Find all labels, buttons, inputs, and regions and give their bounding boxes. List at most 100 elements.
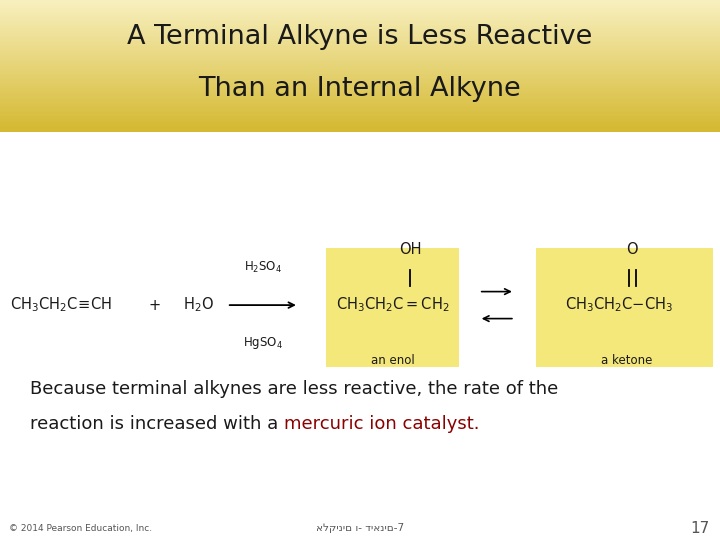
- Bar: [0, 8, 720, 10]
- Text: O: O: [626, 241, 638, 256]
- Bar: [0, 51, 720, 53]
- Bar: [0, 92, 720, 94]
- Bar: [0, 55, 720, 56]
- Bar: [0, 0, 720, 2]
- Text: Than an Internal Alkyne: Than an Internal Alkyne: [199, 76, 521, 102]
- Bar: [0, 101, 720, 103]
- Bar: [0, 87, 720, 89]
- Bar: [0, 111, 720, 112]
- Bar: [0, 116, 720, 117]
- Bar: [0, 76, 720, 78]
- Bar: [0, 124, 720, 126]
- Bar: [0, 53, 720, 55]
- Bar: [0, 38, 720, 40]
- Text: $\mathsf{H_2O}$: $\mathsf{H_2O}$: [183, 296, 213, 314]
- Bar: [0, 45, 720, 46]
- Bar: [0, 123, 720, 124]
- Text: a ketone: a ketone: [600, 354, 652, 367]
- Bar: [0, 129, 720, 131]
- Text: © 2014 Pearson Education, Inc.: © 2014 Pearson Education, Inc.: [9, 524, 152, 532]
- Bar: [0, 61, 720, 63]
- Bar: [0, 68, 720, 70]
- Bar: [0, 3, 720, 5]
- Bar: [0, 81, 720, 83]
- Bar: [0, 70, 720, 71]
- Bar: [0, 117, 720, 119]
- Bar: [0, 89, 720, 91]
- Bar: [326, 248, 459, 367]
- Bar: [0, 103, 720, 104]
- Bar: [0, 35, 720, 36]
- Text: Because terminal alkynes are less reactive, the rate of the: Because terminal alkynes are less reacti…: [30, 380, 559, 398]
- Bar: [0, 119, 720, 121]
- Bar: [0, 42, 720, 43]
- Bar: [0, 96, 720, 98]
- Bar: [0, 66, 720, 68]
- Bar: [0, 75, 720, 76]
- Text: $\mathsf{CH_3CH_2C{=}CH_2}$: $\mathsf{CH_3CH_2C{=}CH_2}$: [336, 296, 449, 314]
- Bar: [0, 106, 720, 107]
- Text: mercuric ion catalyst.: mercuric ion catalyst.: [284, 415, 480, 433]
- Text: $\mathsf{CH_3CH_2C{-}CH_3}$: $\mathsf{CH_3CH_2C{-}CH_3}$: [565, 296, 673, 314]
- Bar: [0, 11, 720, 13]
- Bar: [0, 48, 720, 50]
- Bar: [0, 56, 720, 58]
- Text: reaction is increased with a: reaction is increased with a: [30, 415, 284, 433]
- Bar: [0, 84, 720, 86]
- Bar: [0, 33, 720, 35]
- Bar: [0, 112, 720, 114]
- Bar: [536, 248, 713, 367]
- Bar: [0, 71, 720, 73]
- Bar: [0, 79, 720, 81]
- Bar: [0, 17, 720, 18]
- Bar: [0, 46, 720, 48]
- Bar: [0, 59, 720, 61]
- Bar: [0, 98, 720, 99]
- Bar: [0, 63, 720, 64]
- Bar: [0, 94, 720, 96]
- Text: $\mathsf{CH_3CH_2C{\!\equiv\!}CH}$: $\mathsf{CH_3CH_2C{\!\equiv\!}CH}$: [10, 296, 112, 314]
- Text: A Terminal Alkyne is Less Reactive: A Terminal Alkyne is Less Reactive: [127, 24, 593, 50]
- Bar: [0, 2, 720, 3]
- Bar: [0, 10, 720, 11]
- Bar: [0, 50, 720, 51]
- Bar: [0, 25, 720, 26]
- Text: $\mathsf{H_2SO_4}$: $\mathsf{H_2SO_4}$: [244, 260, 282, 275]
- Text: 17: 17: [690, 521, 709, 536]
- Bar: [0, 18, 720, 20]
- Bar: [0, 22, 720, 23]
- Text: $+$: $+$: [148, 298, 161, 313]
- Bar: [0, 28, 720, 30]
- Bar: [0, 78, 720, 79]
- Bar: [0, 99, 720, 101]
- Bar: [0, 13, 720, 15]
- Bar: [0, 5, 720, 6]
- Bar: [0, 40, 720, 42]
- Bar: [0, 6, 720, 8]
- Text: OH: OH: [399, 241, 422, 256]
- Bar: [0, 114, 720, 116]
- Bar: [0, 64, 720, 66]
- Bar: [0, 23, 720, 25]
- Bar: [0, 131, 720, 132]
- Bar: [0, 104, 720, 106]
- Bar: [0, 26, 720, 28]
- Bar: [0, 126, 720, 127]
- Bar: [0, 121, 720, 123]
- Bar: [0, 58, 720, 59]
- Bar: [0, 83, 720, 84]
- Text: $\mathsf{HgSO_4}$: $\mathsf{HgSO_4}$: [243, 335, 283, 351]
- Bar: [0, 109, 720, 111]
- Text: אלקינים ו- דיאנים-7: אלקינים ו- דיאנים-7: [316, 523, 404, 533]
- Text: an enol: an enol: [371, 354, 414, 367]
- Bar: [0, 43, 720, 45]
- Bar: [0, 127, 720, 129]
- Bar: [0, 91, 720, 93]
- Bar: [0, 20, 720, 22]
- Bar: [0, 36, 720, 38]
- Bar: [0, 107, 720, 109]
- Bar: [0, 30, 720, 31]
- Bar: [0, 73, 720, 75]
- Bar: [0, 15, 720, 17]
- Bar: [0, 31, 720, 33]
